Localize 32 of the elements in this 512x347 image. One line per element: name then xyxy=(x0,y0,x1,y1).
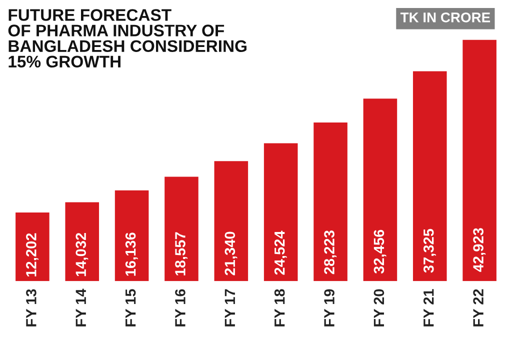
x-tick-label: FY 21 xyxy=(423,289,434,326)
data-label: 32,456 xyxy=(374,230,386,274)
data-label: 14,032 xyxy=(76,233,88,276)
x-tick-label: FY 14 xyxy=(76,288,86,326)
data-label: 16,136 xyxy=(125,232,138,276)
bar xyxy=(214,161,248,282)
bar xyxy=(264,143,298,282)
bar xyxy=(16,212,50,282)
data-label: 28,223 xyxy=(324,230,337,274)
data-label: 12,202 xyxy=(26,233,38,276)
x-tick-label: FY 17 xyxy=(224,289,235,326)
x-tick-label: FY 19 xyxy=(324,289,334,326)
bar xyxy=(114,190,149,282)
bar xyxy=(65,202,100,282)
x-tick-label: FY 22 xyxy=(473,289,484,326)
data-label: 18,557 xyxy=(175,232,188,276)
x-tick-label: FY 13 xyxy=(26,289,36,326)
x-tick-label: FY 18 xyxy=(274,289,285,326)
x-tick-label: FY 15 xyxy=(126,289,136,326)
x-tick-label: FY 16 xyxy=(175,289,186,326)
bar xyxy=(412,71,447,282)
data-label: 37,325 xyxy=(423,228,436,273)
data-label: 24,524 xyxy=(274,230,287,275)
data-label: 42,923 xyxy=(473,228,486,272)
data-label: 21,340 xyxy=(224,232,238,276)
chart-subtitle: TK IN CRORE xyxy=(400,12,490,22)
bar xyxy=(164,176,198,282)
bar xyxy=(462,40,496,282)
bar xyxy=(363,98,398,282)
bar xyxy=(314,122,348,282)
x-tick-label: FY 20 xyxy=(374,289,384,326)
chart-title: FUTURE FORECAST OF PHARMA INDUSTRY OF BANGLADESH CONSIDERING 15% GROWTH xyxy=(8,9,246,68)
